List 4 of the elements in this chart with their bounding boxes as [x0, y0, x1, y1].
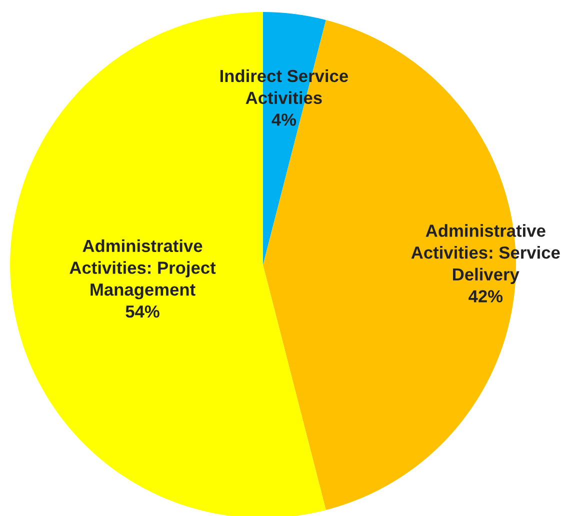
- slice-label: Administrative Activities: Project Management: [70, 239, 216, 300]
- data-label: 42%: [468, 290, 503, 302]
- data-label: 54%: [126, 305, 160, 318]
- data-label: 4%: [272, 114, 296, 126]
